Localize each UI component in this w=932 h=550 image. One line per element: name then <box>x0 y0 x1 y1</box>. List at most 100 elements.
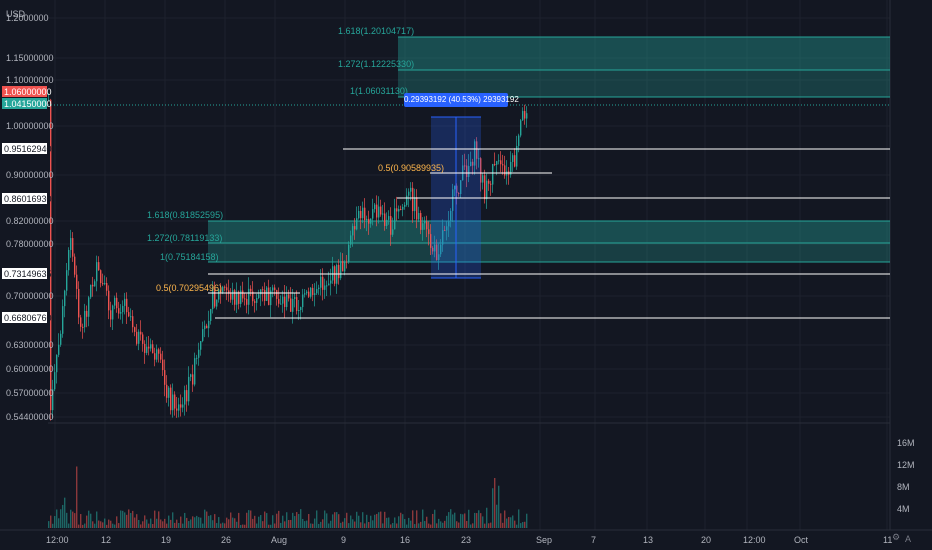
volume-bar <box>466 520 468 528</box>
candle <box>382 213 384 215</box>
volume-bar <box>218 517 220 528</box>
volume-bar <box>160 519 162 528</box>
candle <box>494 164 496 166</box>
candle <box>158 349 160 354</box>
candle <box>134 327 136 332</box>
candle <box>294 297 296 299</box>
volume-bar <box>226 517 228 528</box>
volume-bar <box>260 515 262 528</box>
volume-bar <box>206 511 208 528</box>
candle <box>282 296 284 304</box>
volume-bar <box>478 510 480 528</box>
volume-bar <box>72 511 74 528</box>
candle <box>88 297 90 317</box>
volume-bar <box>80 514 82 528</box>
candle <box>428 229 430 235</box>
candle <box>344 261 346 272</box>
candle <box>212 288 214 310</box>
candle <box>414 197 416 212</box>
candle <box>450 210 452 222</box>
volume-axis[interactable]: 16M 12M 8M 4M <box>897 438 915 514</box>
volume-bar <box>244 524 246 528</box>
time-axis[interactable]: 12:00 12 19 26 Aug 9 16 23 Sep 7 13 20 1… <box>46 535 892 545</box>
candle <box>164 370 166 385</box>
candle <box>100 270 102 284</box>
fib-zone <box>208 221 890 243</box>
candle <box>458 192 460 194</box>
volume-bar <box>382 523 384 528</box>
candle <box>200 341 202 350</box>
candle <box>522 111 524 121</box>
volume-bar <box>156 518 158 528</box>
candle <box>314 293 316 295</box>
candle <box>106 283 108 291</box>
price-axis-label: 1.00000000 <box>6 121 54 131</box>
candle <box>326 285 328 287</box>
volume-bar <box>510 517 512 528</box>
volume-bar <box>448 512 450 528</box>
volume-bar <box>404 519 406 528</box>
price-axis[interactable]: 1.2000000 1.15000000 1.10000000 1.000000… <box>6 13 54 422</box>
candle <box>404 204 406 207</box>
candle <box>278 298 280 304</box>
volume-bar <box>250 510 252 528</box>
volume-bar <box>84 523 86 528</box>
volume-bar <box>86 515 88 528</box>
price-axis-label: 1.2000000 <box>6 13 49 23</box>
volume-bar <box>328 523 330 528</box>
volume-bar <box>452 514 454 528</box>
fib-zone <box>398 70 890 97</box>
volume-bar <box>300 509 302 528</box>
volume-bar <box>164 518 166 528</box>
candle <box>86 310 88 317</box>
candle <box>252 291 254 302</box>
volume-bar <box>276 513 278 528</box>
volume-bar <box>100 521 102 528</box>
hline-tag-text: 0.66806760 <box>4 313 52 323</box>
volume-bar <box>142 521 144 528</box>
candle <box>408 191 410 196</box>
candle <box>374 204 376 210</box>
candle <box>242 290 244 299</box>
volume-bar <box>90 513 92 528</box>
candle <box>264 289 266 301</box>
volume-bar <box>184 512 186 528</box>
volume-bar <box>192 516 194 528</box>
volume-bar <box>526 513 528 528</box>
candle <box>186 390 188 402</box>
fib-lower-labels: 1.618(0.81852595) 1.272(0.78119133) 1(0.… <box>147 210 223 293</box>
volume-bar <box>354 521 356 528</box>
candle <box>70 238 72 250</box>
candle <box>94 281 96 287</box>
candle <box>464 165 466 167</box>
volume-bar <box>262 521 264 528</box>
volume-bar <box>454 512 456 528</box>
measure-label: 0.29393192 (40.53%) 29393192 <box>404 93 519 107</box>
fib-level-label: 1(0.75184158) <box>160 252 219 262</box>
candle <box>420 213 422 230</box>
volume-bar <box>306 520 308 528</box>
candle <box>284 296 286 307</box>
candle <box>226 287 228 291</box>
candle <box>76 274 78 289</box>
volume-bar <box>146 519 148 528</box>
fib-zone <box>208 243 890 262</box>
volume-bar <box>482 516 484 528</box>
time-axis-label: 23 <box>461 535 471 545</box>
candle <box>110 310 112 320</box>
hline-tag-text: 0.86016930 <box>4 194 52 204</box>
candle <box>312 287 314 295</box>
auto-scale-toggle[interactable]: A <box>905 534 912 544</box>
candle <box>78 288 80 318</box>
volume-bar <box>480 513 482 528</box>
volume-bar <box>514 520 516 528</box>
volume-bar <box>446 515 448 528</box>
time-axis-label: 11 <box>883 535 892 545</box>
settings-icon[interactable]: ⚙ <box>892 533 901 543</box>
volume-bar <box>374 514 376 528</box>
candle <box>516 145 518 167</box>
candle <box>160 353 162 360</box>
candle <box>216 299 218 307</box>
volume-bar <box>132 510 134 528</box>
